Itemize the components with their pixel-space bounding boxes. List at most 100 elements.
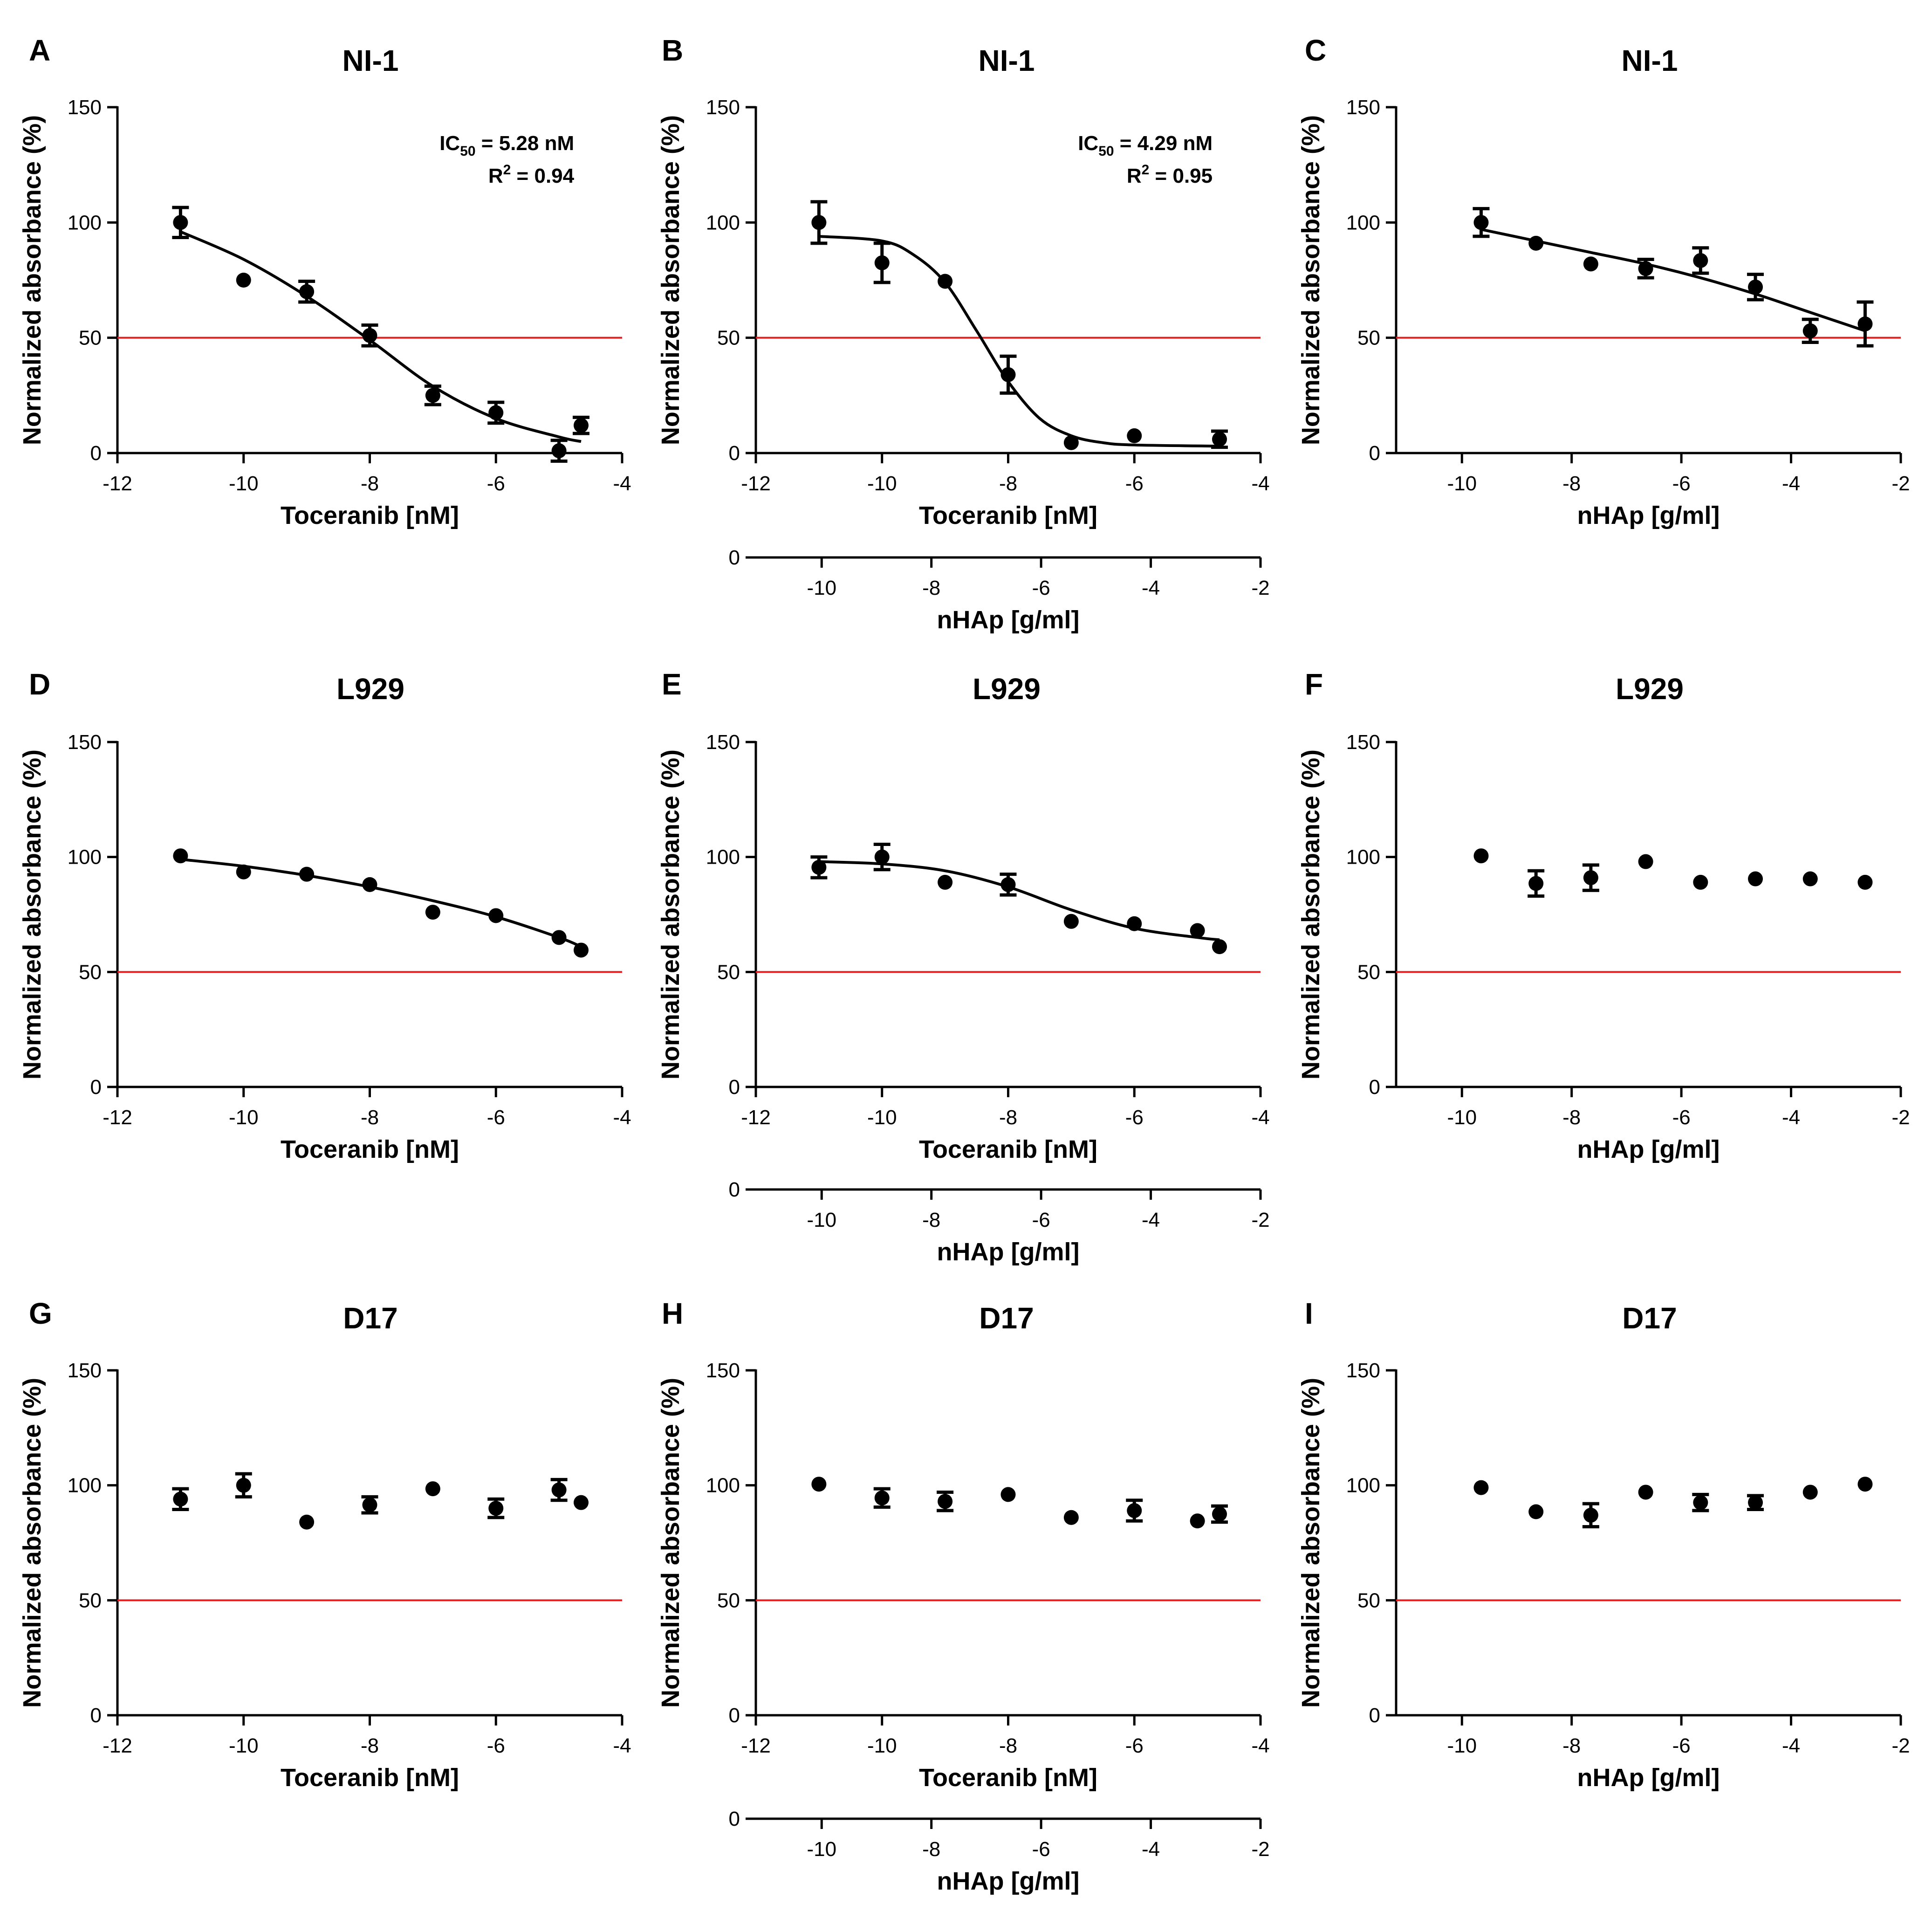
y-tick-label: 0	[90, 1076, 102, 1099]
data-point	[1528, 876, 1544, 891]
x-tick-label: -6	[487, 1106, 505, 1129]
x-tick-label: -12	[741, 1734, 771, 1757]
y-axis-title: Normalized absorbance (%)	[657, 1378, 685, 1708]
x-tick-label: -10	[867, 1106, 897, 1129]
data-point	[1127, 1503, 1142, 1518]
x-tick-label: -4	[1251, 1106, 1269, 1129]
secondary-x-axis-title: nHAp [g/ml]	[937, 606, 1080, 634]
data-point	[1063, 435, 1079, 450]
chart-title: L929	[973, 672, 1041, 706]
panel-i: I D17 0 50 100 150 -10 -8 -6 -4 -2 nHAp [g/ml] Norma…	[1297, 1297, 1910, 1792]
y-tick-label: 0	[90, 1704, 102, 1727]
data-point	[488, 1501, 504, 1516]
fit-curve	[819, 860, 1220, 942]
y-tick-label: 0	[729, 1704, 740, 1727]
data-point	[1748, 871, 1763, 887]
x-tick-label: -10	[229, 1734, 259, 1757]
data-point	[236, 864, 251, 880]
data-point	[1063, 1510, 1079, 1525]
x-tick-label: -10	[867, 1734, 897, 1757]
data-point	[1190, 923, 1205, 938]
data-point	[1748, 279, 1763, 295]
data-point	[551, 443, 567, 459]
y-tick-label: 100	[706, 1474, 740, 1497]
x-tick-label: -8	[361, 1106, 379, 1129]
data-point	[1127, 428, 1142, 443]
data-point	[1857, 1477, 1873, 1492]
x-tick-label: -2	[1891, 1734, 1910, 1757]
x-tick-label: -10	[1447, 1106, 1477, 1129]
data-point	[1212, 939, 1227, 955]
secondary-x-tick-label: -6	[1032, 577, 1050, 599]
chart-title: D17	[1622, 1301, 1677, 1335]
data-point	[551, 1482, 567, 1498]
y-tick-label: 50	[1357, 961, 1380, 983]
y-axis-title: Normalized absorbance (%)	[1297, 749, 1325, 1079]
data-point	[1583, 1507, 1598, 1523]
data-point	[299, 1514, 315, 1530]
x-axis-title: Toceranib [nM]	[281, 1764, 459, 1792]
x-tick-label: -6	[1125, 1734, 1144, 1757]
x-tick-label: -6	[1672, 1106, 1691, 1129]
y-tick-label: 150	[68, 96, 102, 119]
x-tick-label: -8	[999, 472, 1017, 495]
x-axis-title: Toceranib [nM]	[919, 502, 1097, 529]
panel-letter: F	[1305, 667, 1323, 701]
y-axis-title: Normalized absorbance (%)	[657, 749, 685, 1079]
x-tick-label: -4	[1782, 472, 1800, 495]
y-tick-label: 0	[729, 1076, 740, 1099]
data-point	[811, 1477, 827, 1492]
data-point	[1638, 1485, 1653, 1500]
ic50-prefix: IC	[439, 132, 460, 155]
data-point	[574, 418, 589, 433]
data-point	[1583, 256, 1598, 272]
data-point	[1000, 367, 1016, 382]
panel-e: E L929 0 50 100 150 -12 -10 -8 -6 -4 Toceranib [nM]…	[657, 667, 1270, 1266]
y-tick-label: 50	[717, 961, 740, 983]
y-tick-label: 0	[1369, 442, 1380, 465]
ic50-value: = 5.28 nM	[476, 132, 575, 155]
data-point	[425, 1481, 440, 1497]
r2-prefix: R	[1127, 165, 1142, 187]
y-tick-label: 150	[1346, 96, 1380, 119]
x-tick-label: -12	[103, 1106, 132, 1129]
data-point	[1802, 323, 1818, 338]
x-tick-label: -4	[1251, 1734, 1269, 1757]
secondary-x-tick-label: -4	[1142, 1209, 1160, 1231]
secondary-x-tick-label: -8	[922, 1209, 940, 1231]
data-point	[1528, 235, 1544, 251]
secondary-x-tick-label: -2	[1251, 1209, 1269, 1231]
x-tick-label: -6	[487, 472, 505, 495]
data-point	[1802, 871, 1818, 887]
data-point	[1693, 1495, 1708, 1510]
data-point	[1000, 877, 1016, 892]
y-tick-label: 0	[1369, 1076, 1380, 1099]
y-tick-label: 50	[717, 327, 740, 350]
x-tick-label: -2	[1891, 1106, 1910, 1129]
x-tick-label: -6	[1125, 472, 1144, 495]
r2-prefix: R	[488, 165, 503, 187]
y-tick-label: 150	[706, 1359, 740, 1382]
secondary-x-tick-label: -8	[922, 1838, 940, 1861]
chart-title: D17	[979, 1301, 1034, 1335]
ic50-subscript: 50	[1098, 144, 1114, 159]
r2-superscript: 2	[503, 162, 511, 178]
y-tick-label: 150	[706, 731, 740, 754]
y-tick-label: 100	[706, 846, 740, 869]
panel-letter: A	[29, 34, 50, 67]
data-point	[811, 215, 827, 230]
x-tick-label: -8	[1562, 1106, 1581, 1129]
data-point	[1693, 874, 1708, 890]
y-tick-label: 100	[68, 1474, 102, 1497]
data-point	[1638, 261, 1653, 276]
x-tick-label: -10	[1447, 1734, 1477, 1757]
secondary-zero-label: 0	[729, 1178, 740, 1201]
data-point	[1857, 316, 1873, 331]
x-tick-label: -4	[1782, 1106, 1800, 1129]
x-tick-label: -10	[867, 472, 897, 495]
panel-letter: C	[1305, 34, 1326, 67]
panel-d: D L929 0 50 100 150 -12 -10 -8 -6 -4 Toceranib [nM]…	[18, 667, 631, 1163]
x-tick-label: -4	[1251, 472, 1269, 495]
data-point	[362, 328, 377, 343]
